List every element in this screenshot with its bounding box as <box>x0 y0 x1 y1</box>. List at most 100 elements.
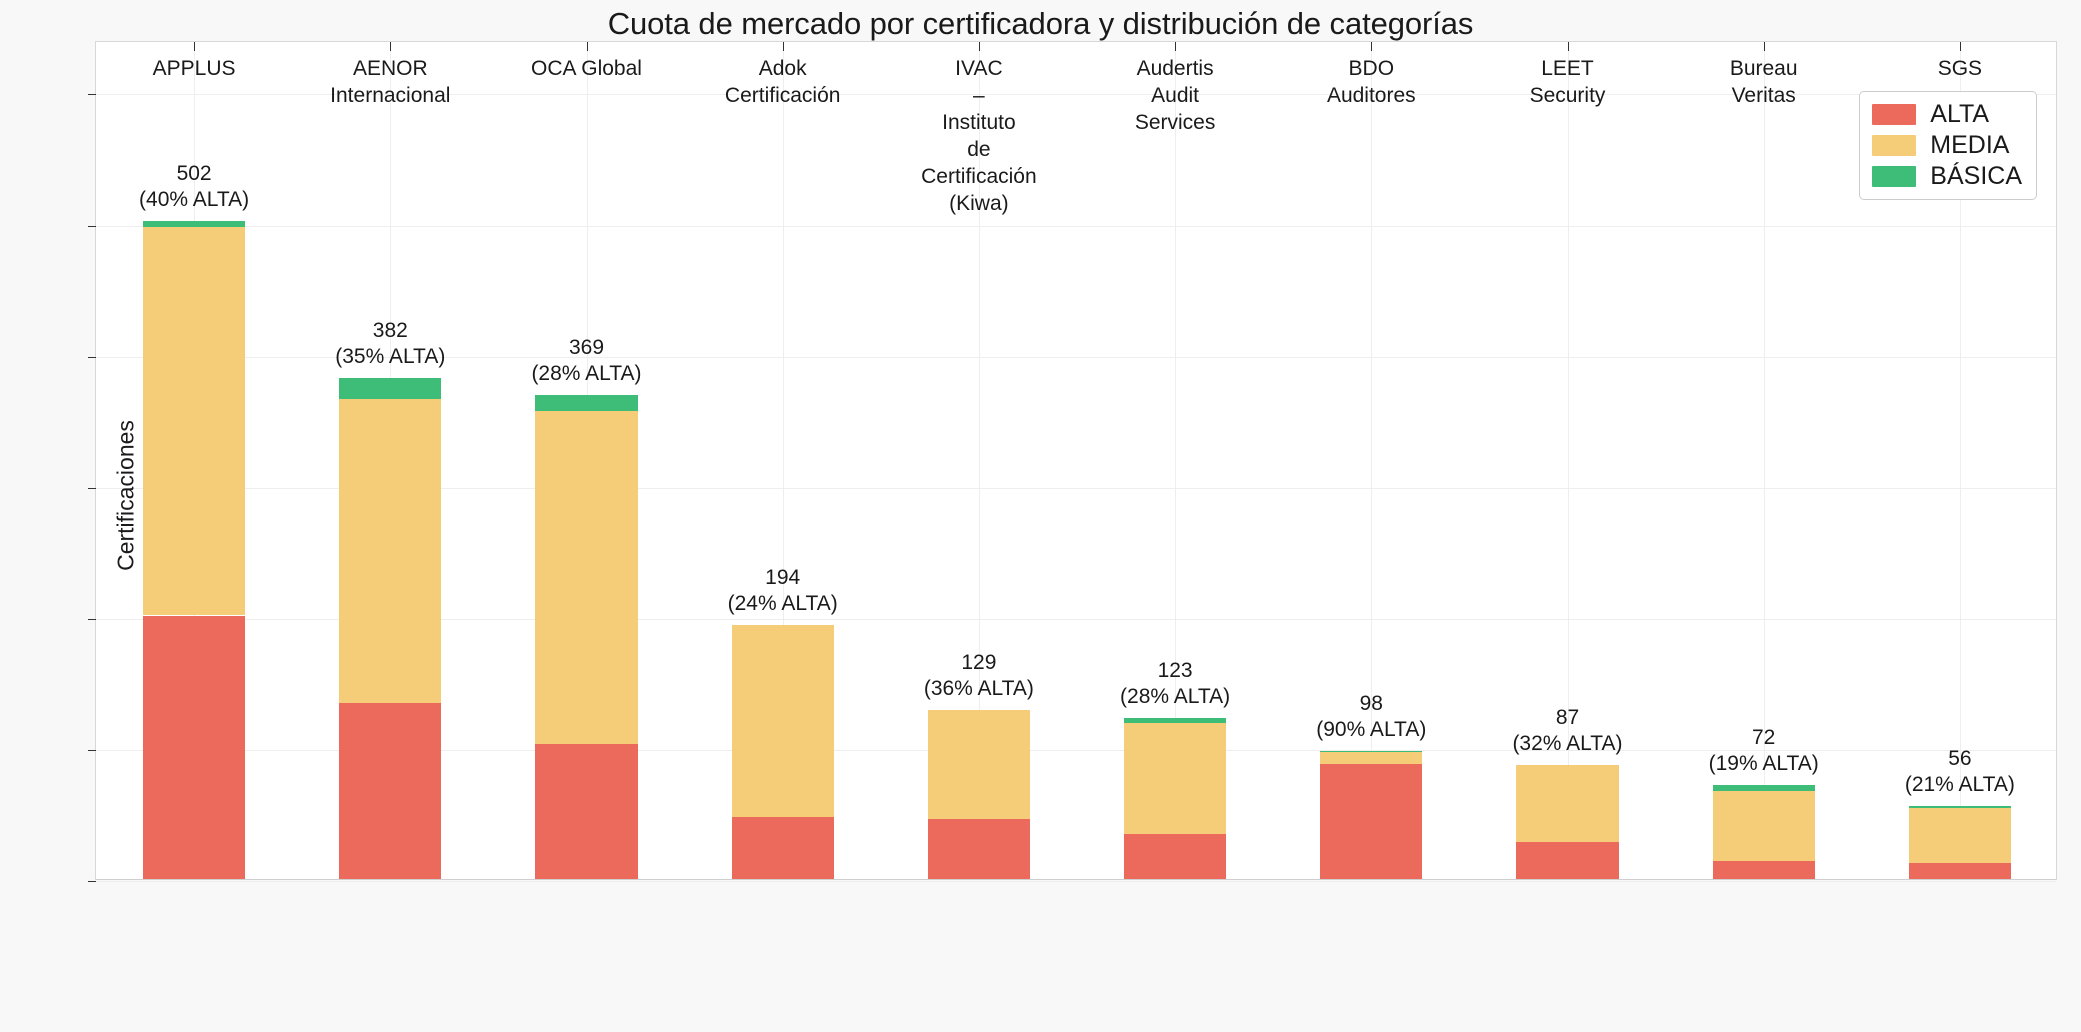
bar-segment-básica[interactable] <box>339 378 442 400</box>
bar-segment-básica[interactable] <box>143 220 246 228</box>
x-tick-label: SGS <box>1937 57 1983 80</box>
bar-value-label: 502 (40% ALTA) <box>139 161 250 211</box>
bar-value-label: 194 (24% ALTA) <box>727 565 838 615</box>
x-tick-mark <box>1763 42 1765 51</box>
y-tick-mark <box>88 749 96 751</box>
bar-segment-básica[interactable] <box>1712 784 1815 792</box>
bar-segment-alta[interactable] <box>143 615 246 879</box>
bar-value-label: 56 (21% ALTA) <box>1904 746 2015 796</box>
legend: ALTA MEDIA BÁSICA <box>1859 91 2037 200</box>
bar-stack[interactable] <box>1908 40 2011 879</box>
bar-stack[interactable] <box>535 40 638 879</box>
x-tick-label: APPLUS <box>152 57 236 80</box>
gridline-vertical <box>1175 42 1177 879</box>
x-tick-label: Adok Certificación <box>724 57 841 107</box>
y-tick-mark <box>88 356 96 358</box>
gridline-vertical <box>978 42 980 879</box>
x-tick-mark <box>390 42 392 51</box>
gridline-vertical <box>782 42 784 879</box>
x-tick-mark <box>586 42 588 51</box>
gridline-horizontal <box>96 749 2056 751</box>
y-tick-mark <box>88 94 96 96</box>
bar-segment-básica[interactable] <box>1124 717 1227 723</box>
bar-stack[interactable] <box>143 40 246 879</box>
bar-value-label: 98 (90% ALTA) <box>1316 691 1427 741</box>
bar-segment-media[interactable] <box>535 410 638 744</box>
y-tick-mark <box>88 225 96 227</box>
plot-area: 502 (40% ALTA) 382 (35% ALTA) 369 (28% ALT… <box>88 40 2057 882</box>
bar-segment-media[interactable] <box>927 709 1030 819</box>
gridline-horizontal <box>96 881 2056 882</box>
bar-segment-alta[interactable] <box>1908 863 2011 879</box>
gridline-horizontal <box>96 94 2056 96</box>
bar-value-label: 382 (35% ALTA) <box>335 319 446 369</box>
bar-segment-media[interactable] <box>1320 751 1423 764</box>
x-tick-label: AENOR Internacional <box>330 57 451 107</box>
x-tick-mark <box>194 42 196 51</box>
bar-segment-alta[interactable] <box>1320 763 1423 879</box>
bar-segment-alta[interactable] <box>1712 860 1815 879</box>
gridline-horizontal <box>96 356 2056 358</box>
bar-stack[interactable] <box>1712 40 1815 879</box>
legend-item[interactable]: BÁSICA <box>1872 164 2022 189</box>
bar-segment-media[interactable] <box>1124 722 1227 835</box>
bar-segment-básica[interactable] <box>1908 805 2011 809</box>
bar-segment-alta[interactable] <box>1516 842 1619 879</box>
bar-stack[interactable] <box>339 40 442 879</box>
bar-segment-alta[interactable] <box>535 743 638 879</box>
y-axis-title: Certificaciones <box>112 420 139 571</box>
bar-segment-media[interactable] <box>143 227 246 616</box>
bar-segment-básica[interactable] <box>1320 750 1423 752</box>
x-tick-mark <box>782 42 784 51</box>
x-tick-label: LEET Security <box>1529 57 1606 107</box>
bar-segment-media[interactable] <box>1908 808 2011 864</box>
bar-value-label: 72 (19% ALTA) <box>1708 725 1819 775</box>
page-title: Cuota de mercado por certificadora y dis… <box>607 6 1474 41</box>
legend-swatch-icon <box>1872 135 1917 156</box>
legend-swatch-icon <box>1872 166 1917 187</box>
bar-segment-media[interactable] <box>731 624 834 818</box>
bar-segment-alta[interactable] <box>339 703 442 879</box>
bar-segment-alta[interactable] <box>731 817 834 879</box>
x-tick-mark <box>1959 42 1961 51</box>
legend-item[interactable]: ALTA <box>1872 102 2022 127</box>
bar-segment-alta[interactable] <box>1124 834 1227 879</box>
x-tick-label: BDO Auditores <box>1326 57 1416 107</box>
gridline-horizontal <box>96 487 2056 489</box>
bar-segment-media[interactable] <box>1516 764 1619 843</box>
y-tick-mark <box>88 618 96 620</box>
bar-segment-básica[interactable] <box>535 395 638 411</box>
bar-segment-alta[interactable] <box>927 818 1030 879</box>
gridline-horizontal <box>96 225 2056 227</box>
x-tick-label: Audertis Audit Services <box>1134 57 1216 134</box>
bar-segment-media[interactable] <box>339 399 442 704</box>
legend-label: ALTA <box>1930 100 1990 128</box>
x-tick-mark <box>1175 42 1177 51</box>
x-tick-mark <box>1567 42 1569 51</box>
gridline-vertical <box>1959 42 1961 879</box>
bar-segment-media[interactable] <box>1712 791 1815 861</box>
gridline-vertical <box>1567 42 1569 879</box>
legend-label: MEDIA <box>1930 131 2010 159</box>
y-tick-mark <box>88 881 96 882</box>
legend-label: BÁSICA <box>1930 162 2022 190</box>
gridline-vertical <box>1371 42 1373 879</box>
bar-value-label: 129 (36% ALTA) <box>923 650 1034 700</box>
bar-stack[interactable] <box>1124 40 1227 879</box>
y-tick-mark <box>88 487 96 489</box>
gridline-horizontal <box>96 618 2056 620</box>
bar-stack[interactable] <box>927 40 1030 879</box>
gridline-vertical <box>1763 42 1765 879</box>
legend-swatch-icon <box>1872 104 1917 125</box>
bar-stack[interactable] <box>1320 40 1423 879</box>
legend-item[interactable]: MEDIA <box>1872 133 2022 158</box>
bar-stack[interactable] <box>1516 40 1619 879</box>
x-tick-mark <box>978 42 980 51</box>
bar-stack[interactable] <box>731 40 834 879</box>
bar-value-label: 87 (32% ALTA) <box>1512 705 1623 755</box>
x-tick-label: IVAC – Instituto de Certificación (Kiwa) <box>921 57 1037 215</box>
bar-value-label: 369 (28% ALTA) <box>531 336 642 386</box>
bar-value-label: 123 (28% ALTA) <box>1120 658 1231 708</box>
x-tick-label: OCA Global <box>531 57 642 80</box>
